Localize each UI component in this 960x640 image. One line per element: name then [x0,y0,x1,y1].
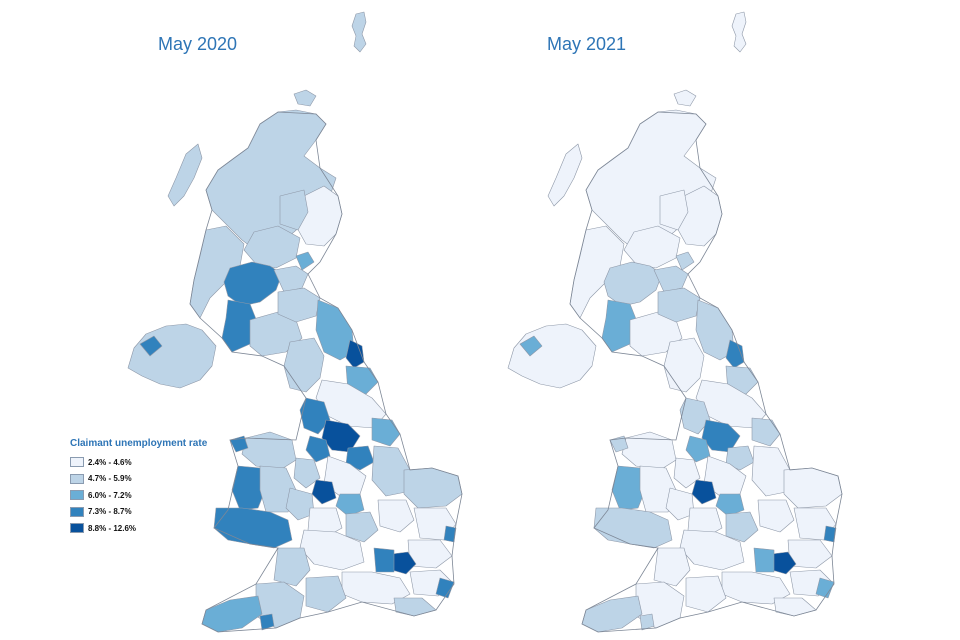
region-ni-west [519,335,543,357]
uk-coastline-left [189,111,463,633]
region-shetland [731,11,747,53]
region-northern-ireland [507,323,597,389]
map-legend: Claimant unemployment rate 2.4% - 4.6% 4.… [70,438,207,537]
legend-rows: 2.4% - 4.6% 4.7% - 5.9% 6.0% - 7.2% 7.3% - … [70,454,207,537]
map-title-may-2021: May 2021 [547,34,627,54]
region-orkney [673,89,697,107]
region-cheshire [293,457,321,489]
region-shropshire [285,487,315,521]
region-sussex [393,597,437,617]
region-north-wales [241,431,297,471]
region-plymouth-torbay [259,613,275,631]
region-dundee-fife [675,251,695,271]
region-bristol-somerset [273,547,311,587]
region-edinburgh-lothian [273,265,309,293]
legend-label: 7.3% - 8.7% [88,507,132,517]
region-orkney [293,89,317,107]
region-cumbria [663,337,705,393]
region-cornwall [581,595,643,633]
region-northants [725,511,759,543]
region-south-yorkshire [725,445,755,471]
region-shetland [351,11,367,53]
region-western-isles [167,143,203,207]
region-hull-east-yorkshire [371,417,401,447]
region-glasgow-area [223,261,283,307]
region-powys [259,465,297,513]
region-moray [659,189,689,231]
region-norfolk [783,467,843,509]
legend-swatch [70,473,84,484]
region-kent-coast [815,577,835,599]
region-cumbria [283,337,325,393]
map-title-may-2020: May 2020 [158,34,238,54]
legend-swatch [70,506,84,517]
region-northants [345,511,379,543]
legend-item: 8.8% - 12.6% [70,520,207,537]
region-norfolk [403,467,463,509]
region-greater-manchester [305,435,331,463]
region-cornwall [201,595,263,633]
region-borders [277,287,321,323]
uk-map-may-2020 [127,11,463,633]
region-south-yorkshire [345,445,375,471]
region-sussex [773,597,817,617]
region-dorset-wilts [685,575,727,613]
region-western-isles [547,143,583,207]
legend-label: 8.8% - 12.6% [88,523,137,533]
region-shropshire [665,487,695,521]
legend-item: 2.4% - 4.6% [70,454,207,471]
region-cheshire [673,457,701,489]
region-greater-manchester [685,435,711,463]
region-west-midlands [311,479,337,505]
region-lancashire [299,397,331,435]
region-cambridge [377,499,415,533]
legend-label: 6.0% - 7.2% [88,490,132,500]
legend-title: Claimant unemployment rate [70,438,208,449]
region-cambridge [757,499,795,533]
region-london-outer [753,547,775,573]
legend-label: 4.7% - 5.9% [88,474,132,484]
region-south-wales [213,507,293,549]
legend-label: 2.4% - 4.6% [88,457,132,467]
region-ni-west [139,335,163,357]
legend-item: 7.3% - 8.7% [70,504,207,521]
region-perth [243,225,301,269]
legend-swatch [70,523,84,534]
legend-swatch [70,457,84,468]
region-west-midlands [691,479,717,505]
region-ayrshire [601,299,639,353]
region-plymouth-torbay [639,613,655,631]
legend-item: 4.7% - 5.9% [70,471,207,488]
region-moray [279,189,309,231]
region-dorset-wilts [305,575,347,613]
region-borders [657,287,701,323]
region-anglesey [609,435,629,453]
region-ayrshire [221,299,259,353]
region-north-wales [621,431,677,471]
legend-item: 6.0% - 7.2% [70,487,207,504]
legend-swatch [70,490,84,501]
region-bristol-somerset [653,547,691,587]
region-tyne-wear [345,339,365,369]
region-south-wales [593,507,673,549]
region-northern-ireland [127,323,217,389]
region-kent-coast [435,577,455,599]
region-dundee-fife [295,251,315,271]
region-glasgow-area [603,261,663,307]
region-london-outer [373,547,395,573]
uk-map-may-2021 [507,11,843,633]
region-anglesey [229,435,249,453]
region-edinburgh-lothian [653,265,689,293]
uk-coastline-right [569,111,843,633]
region-lancashire [679,397,711,435]
region-tyne-wear [725,339,745,369]
region-powys [639,465,677,513]
region-hull-east-yorkshire [751,417,781,447]
region-perth [623,225,681,269]
